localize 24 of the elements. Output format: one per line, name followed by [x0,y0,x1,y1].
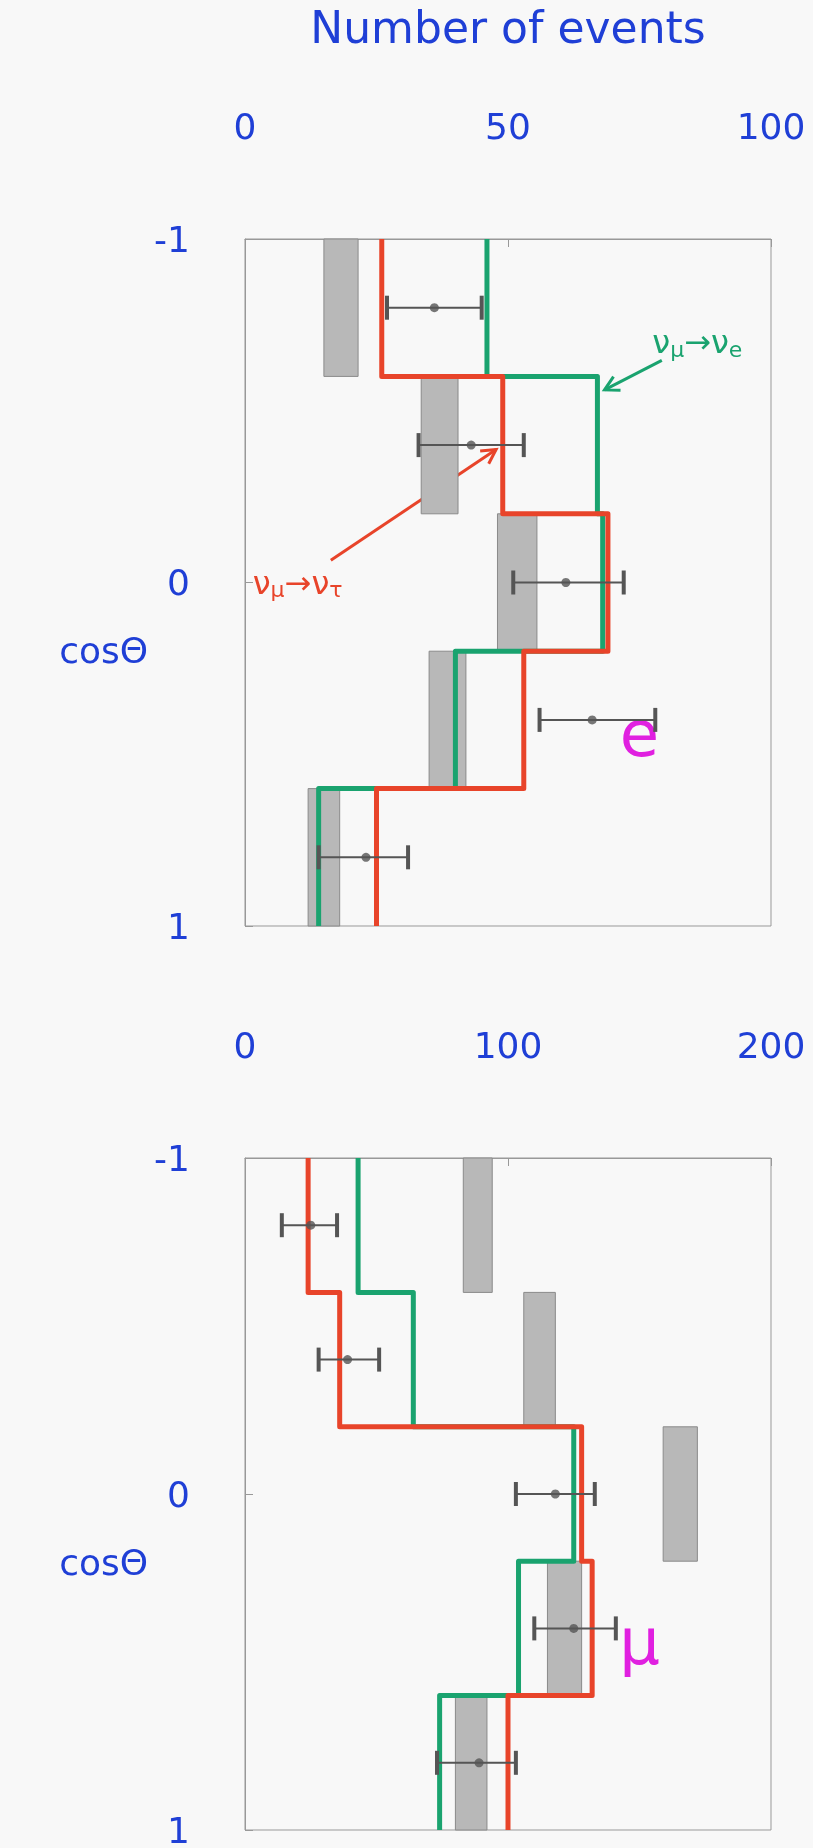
text: μ [619,1604,660,1679]
bar [454,1695,488,1831]
x-tick-label: 100 [473,1024,543,1066]
y-axis-title: cosΘ [59,630,149,671]
y-tick-label: -1 [154,1137,190,1179]
y-tick-label: 1 [167,1809,190,1848]
x-tick-label: 50 [485,105,531,147]
y-tick-label: 0 [167,1473,190,1515]
bar [323,238,359,377]
x-axis-title: Number of events [310,1,706,53]
x-tick-label: 100 [736,105,806,147]
x-tick-label: 0 [233,105,257,147]
bar [662,1426,698,1562]
text: νμ→ντ [252,563,343,602]
y-tick-label: 0 [167,562,190,603]
x-tick-label: 0 [233,1024,257,1066]
y-tick-label: 1 [167,905,190,947]
bar [496,513,538,652]
x-tick-label: 200 [736,1024,806,1066]
series-label: νμ→νe [652,323,743,362]
y-axis-title: cosΘ [59,1541,149,1583]
y-tick-label: -1 [154,218,190,260]
bar [462,1157,493,1293]
text: e [619,696,660,771]
